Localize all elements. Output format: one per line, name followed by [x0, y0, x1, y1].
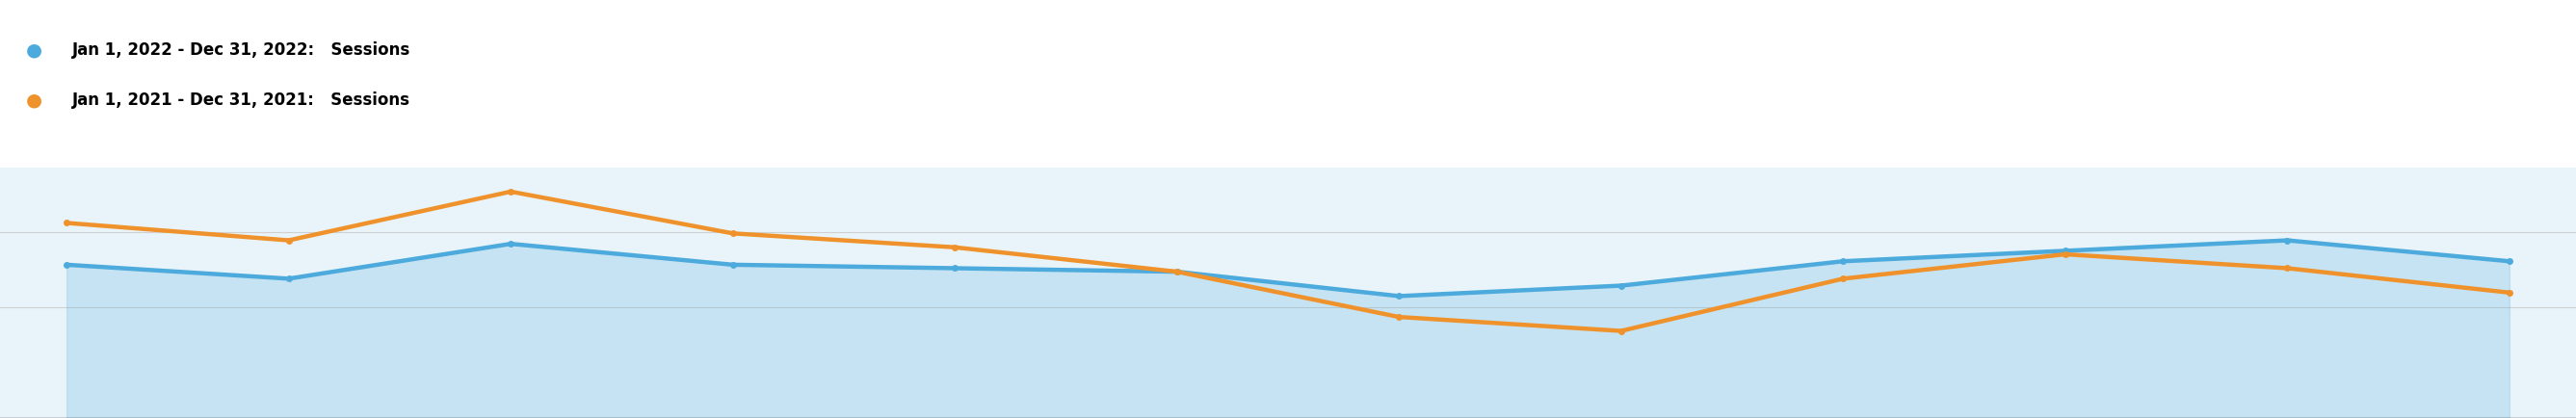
Text: ●: ● [26, 41, 41, 59]
Text: ●: ● [26, 91, 41, 110]
Text: Jan 1, 2022 - Dec 31, 2022:   Sessions: Jan 1, 2022 - Dec 31, 2022: Sessions [72, 41, 410, 59]
Text: Jan 1, 2021 - Dec 31, 2021:   Sessions: Jan 1, 2021 - Dec 31, 2021: Sessions [72, 92, 410, 109]
